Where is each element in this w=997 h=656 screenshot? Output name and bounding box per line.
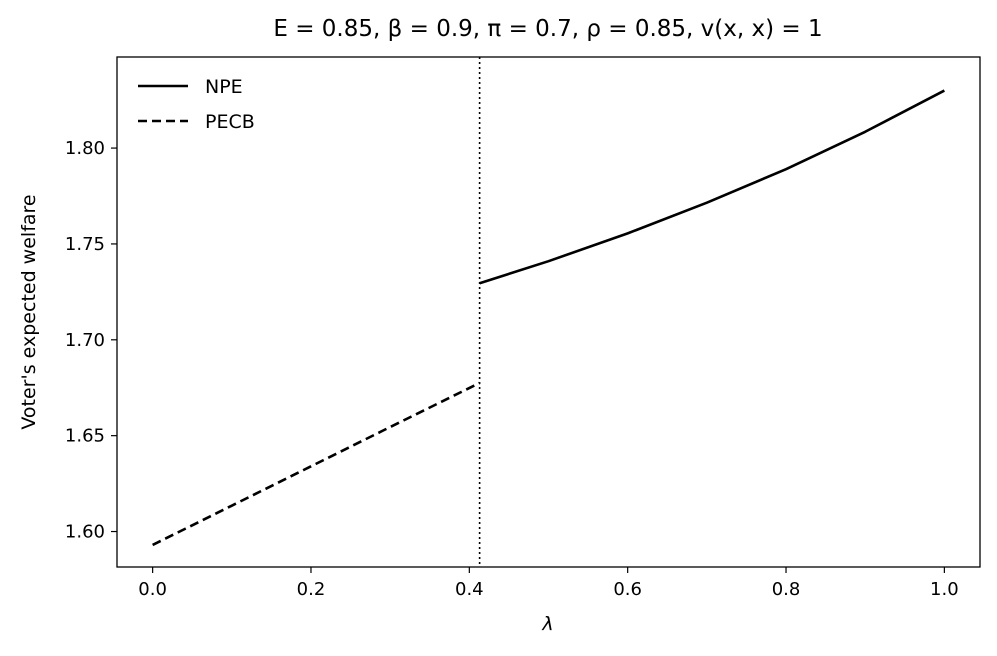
- x-tick-label: 0.4: [455, 579, 484, 600]
- chart-title: E = 0.85, β = 0.9, π = 0.7, ρ = 0.85, v(…: [273, 16, 822, 42]
- y-axis-ticks: 1.60 1.65 1.70 1.75 1.80: [65, 138, 117, 543]
- x-tick-label: 0.2: [297, 579, 326, 600]
- x-tick-label: 0.6: [613, 579, 642, 600]
- x-tick-label: 1.0: [930, 579, 959, 600]
- y-tick-label: 1.60: [65, 522, 105, 543]
- x-axis-label: λ: [541, 613, 553, 635]
- y-tick-label: 1.65: [65, 426, 105, 447]
- plot-area: [117, 57, 980, 567]
- x-axis-ticks: 0.0 0.2 0.4 0.6 0.8 1.0: [138, 567, 959, 600]
- plot-frame: [116, 56, 981, 568]
- legend: NPE PECB: [138, 76, 255, 133]
- legend-pecb-label: PECB: [205, 111, 255, 133]
- x-tick-label: 0.0: [138, 579, 167, 600]
- series-layer: [152, 57, 945, 567]
- y-tick-label: 1.70: [65, 330, 105, 351]
- y-axis-label: Voter's expected welfare: [18, 194, 40, 429]
- y-tick-label: 1.75: [65, 234, 105, 255]
- series-line-pecb: [152, 381, 481, 547]
- legend-npe-label: NPE: [205, 76, 243, 98]
- series-line-npe: [479, 89, 945, 285]
- y-tick-label: 1.80: [65, 138, 105, 159]
- x-tick-label: 0.8: [772, 579, 801, 600]
